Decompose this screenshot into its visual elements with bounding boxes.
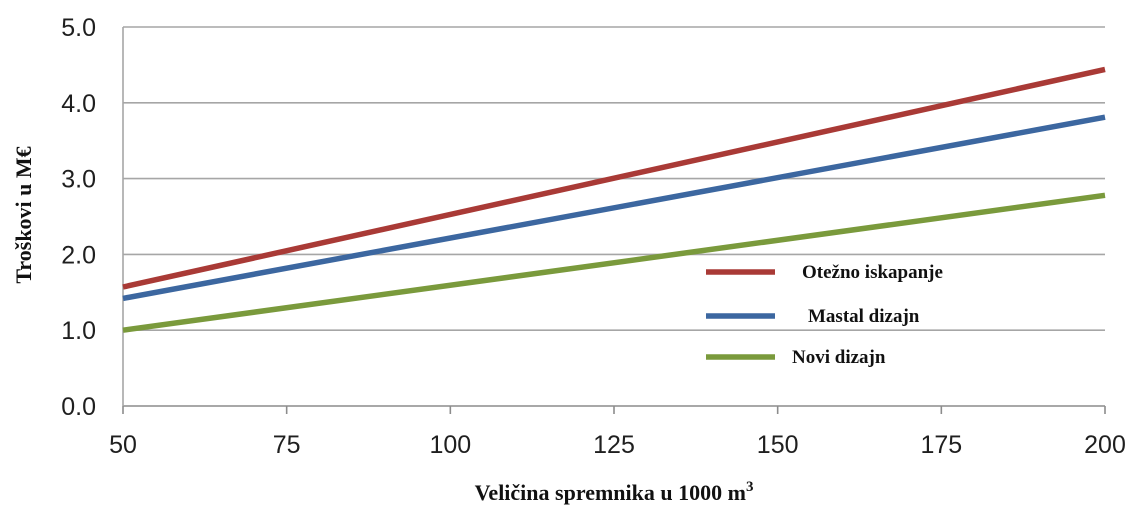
y-tick-label: 3.0 <box>61 166 96 194</box>
series-line-2 <box>122 114 1106 302</box>
y-tick-label: 4.0 <box>61 90 96 118</box>
x-tick-label: 100 <box>429 431 471 459</box>
y-tick-label: 1.0 <box>61 317 96 345</box>
x-tick-label: 50 <box>109 431 137 459</box>
y-tick-label: 0.0 <box>61 393 96 421</box>
legend: Otežno iskapanje Mastal dizajn Novi dizajn <box>706 262 943 368</box>
x-axis-title: Veličina spremnika u 1000 m3 <box>475 479 754 505</box>
x-axis-title-superscript: 3 <box>746 479 754 495</box>
x-tick-label: 75 <box>273 431 301 459</box>
y-axis-title: Troškovi u M€ <box>11 146 36 283</box>
y-axis: 0.0 1.0 2.0 3.0 4.0 5.0 <box>61 14 96 421</box>
legend-label-3: Novi dizajn <box>792 347 886 368</box>
series-lines <box>122 66 1106 333</box>
series-line-3 <box>122 192 1106 333</box>
legend-label-2: Mastal dizajn <box>808 306 920 327</box>
legend-label-1: Otežno iskapanje <box>802 262 943 283</box>
x-tick-label: 200 <box>1084 431 1126 459</box>
x-axis: 50 75 100 125 150 175 200 <box>109 406 1126 459</box>
y-tick-label: 2.0 <box>61 241 96 269</box>
x-tick-label: 125 <box>593 431 635 459</box>
y-tick-label: 5.0 <box>61 14 96 42</box>
series-line-1 <box>122 66 1106 290</box>
x-tick-label: 150 <box>757 431 799 459</box>
x-axis-title-text: Veličina spremnika u 1000 m <box>475 480 746 505</box>
x-tick-label: 175 <box>920 431 962 459</box>
